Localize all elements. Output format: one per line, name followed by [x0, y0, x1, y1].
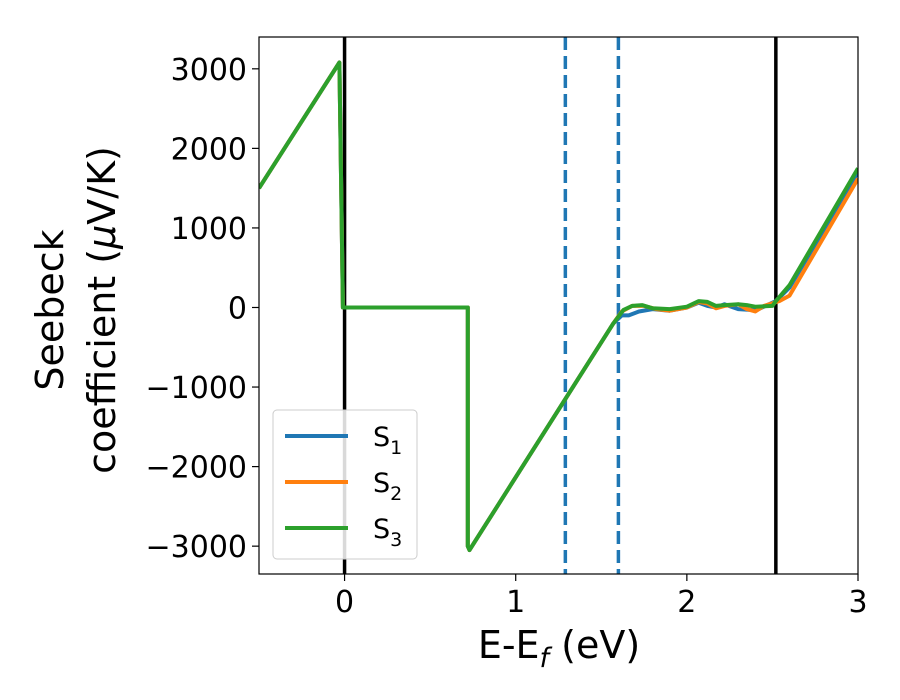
y-axis-ticks: −3000 −2000 −1000 0 1000 2000 3000	[146, 53, 259, 565]
y-tick-label: 3000	[171, 53, 247, 88]
y-tick-label: 0	[228, 291, 247, 326]
y-tick-label: 2000	[171, 132, 247, 167]
legend-box	[272, 409, 418, 560]
y-tick-label: −1000	[146, 371, 247, 406]
x-tick-label: 2	[677, 585, 696, 620]
series-lines	[259, 60, 858, 553]
y-axis-label-line1: Seebeck	[28, 229, 72, 390]
series-line-s3	[259, 60, 858, 553]
x-axis-ticks: 0 1 2 3	[335, 574, 868, 620]
legend-label-s3: S3	[373, 514, 402, 551]
y-tick-label: 1000	[171, 212, 247, 247]
plot-frame	[258, 36, 859, 575]
legend-label-s1: S1	[373, 422, 402, 459]
x-tick-label: 0	[335, 585, 354, 620]
legend: S1 S2 S3	[272, 409, 418, 560]
x-tick-label: 1	[506, 585, 525, 620]
y-axis-label-line2: coefficient (μV/K)	[80, 146, 124, 474]
legend-label-s2: S2	[373, 468, 402, 505]
y-tick-label: −2000	[146, 451, 247, 486]
x-axis-label: E-Ef (eV)	[478, 623, 640, 674]
y-tick-label: −3000	[146, 530, 247, 565]
x-tick-label: 3	[848, 585, 867, 620]
